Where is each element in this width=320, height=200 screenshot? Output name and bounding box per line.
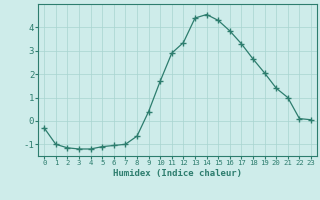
X-axis label: Humidex (Indice chaleur): Humidex (Indice chaleur): [113, 169, 242, 178]
